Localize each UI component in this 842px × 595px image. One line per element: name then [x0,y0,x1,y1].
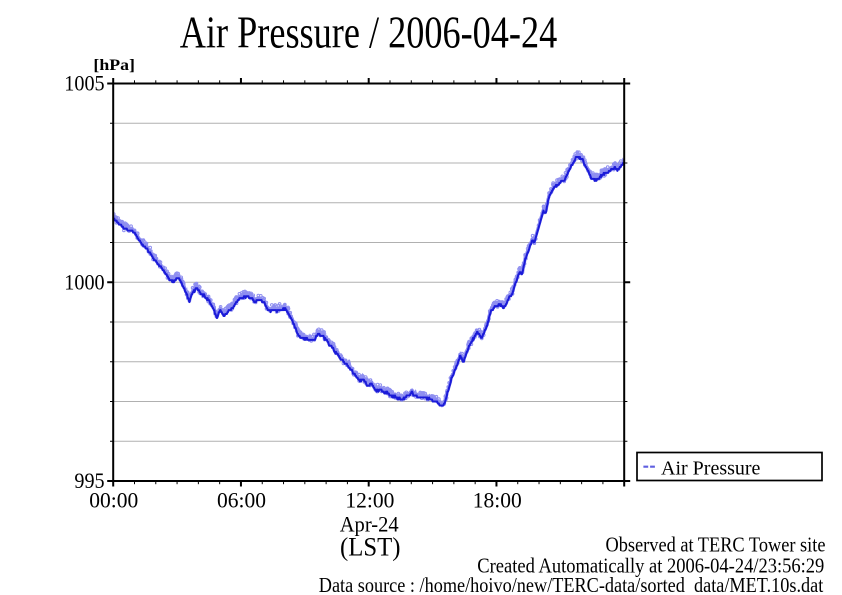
svg-text:06:00: 06:00 [217,488,266,513]
svg-text:18:00: 18:00 [473,488,522,513]
svg-text:00:00: 00:00 [89,488,138,513]
svg-text:Air Pressure / 2006-04-24: Air Pressure / 2006-04-24 [180,8,558,58]
svg-text:Observed at TERC Tower site: Observed at TERC Tower site [606,533,826,557]
svg-text:Data source : /home/hoivo/new/: Data source : /home/hoivo/new/TERC-data/… [319,573,824,595]
svg-text:(LST): (LST) [340,532,401,561]
svg-text:Created Automatically at 2006-: Created Automatically at 2006-04-24/23:5… [477,554,824,578]
svg-text:12:00: 12:00 [345,488,394,513]
svg-text:Apr-24: Apr-24 [340,511,399,536]
svg-text:[hPa]: [hPa] [93,57,134,74]
svg-text:Air Pressure: Air Pressure [661,458,761,480]
svg-text:1000: 1000 [64,269,104,294]
svg-text:1005: 1005 [64,71,104,96]
svg-text:995: 995 [74,468,104,493]
